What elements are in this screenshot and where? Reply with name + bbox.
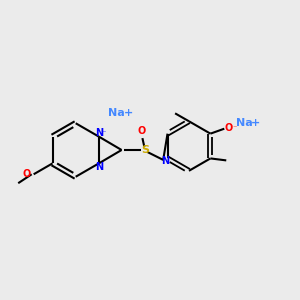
Text: O: O [22,169,31,179]
Text: Na: Na [236,118,253,128]
Text: N: N [161,156,169,167]
Text: +: + [124,108,133,118]
Text: +: + [251,118,261,128]
Text: O: O [224,123,232,133]
Text: ⁻: ⁻ [232,123,236,132]
Text: N: N [95,162,103,172]
Text: ⁻: ⁻ [102,128,106,137]
Text: Na: Na [108,108,125,118]
Text: N: N [95,128,103,138]
Text: S: S [141,145,149,155]
Text: O: O [137,126,146,136]
